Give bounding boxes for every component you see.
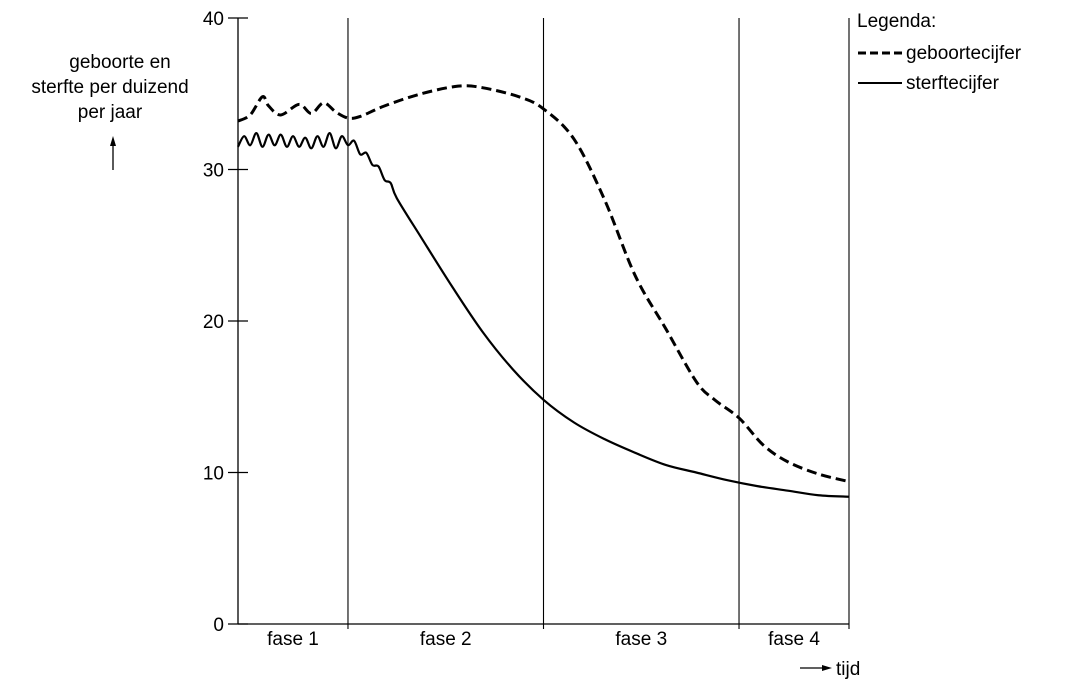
y-axis-ticks: 0 10 20 30 40 — [203, 9, 248, 636]
phase-label-1: fase 1 — [267, 629, 319, 650]
phase-label-4: fase 4 — [768, 629, 820, 650]
xlabel: tijd — [836, 659, 860, 680]
ylabel-up-arrow — [110, 136, 116, 170]
ylabel-line-1: geboorte en — [69, 52, 170, 73]
y-tick-label-10: 10 — [203, 464, 224, 485]
phase-label-3: fase 3 — [615, 629, 667, 650]
series-line-sterftecijfer — [237, 132, 850, 498]
legend-label-geboortecijfer: geboortecijfer — [906, 43, 1022, 64]
chart-series — [237, 84, 850, 498]
phase-label-2: fase 2 — [420, 629, 472, 650]
legend-label-sterftecijfer: sterftecijfer — [906, 73, 1000, 94]
xlabel-right-arrow — [800, 665, 832, 671]
chart-frame — [237, 18, 850, 629]
y-tick-label-0: 0 — [213, 615, 224, 636]
ylabel-line-3: per jaar — [78, 102, 143, 123]
series-line-geboortecijfer — [237, 84, 850, 484]
ylabel-line-2: sterfte per duizend — [31, 77, 188, 98]
y-tick-label-40: 40 — [203, 9, 224, 30]
y-tick-label-20: 20 — [203, 312, 224, 333]
legend-title: Legenda: — [857, 11, 936, 32]
y-tick-label-30: 30 — [203, 161, 224, 182]
legend: Legenda: geboortecijfer sterftecijfer — [857, 11, 1022, 94]
